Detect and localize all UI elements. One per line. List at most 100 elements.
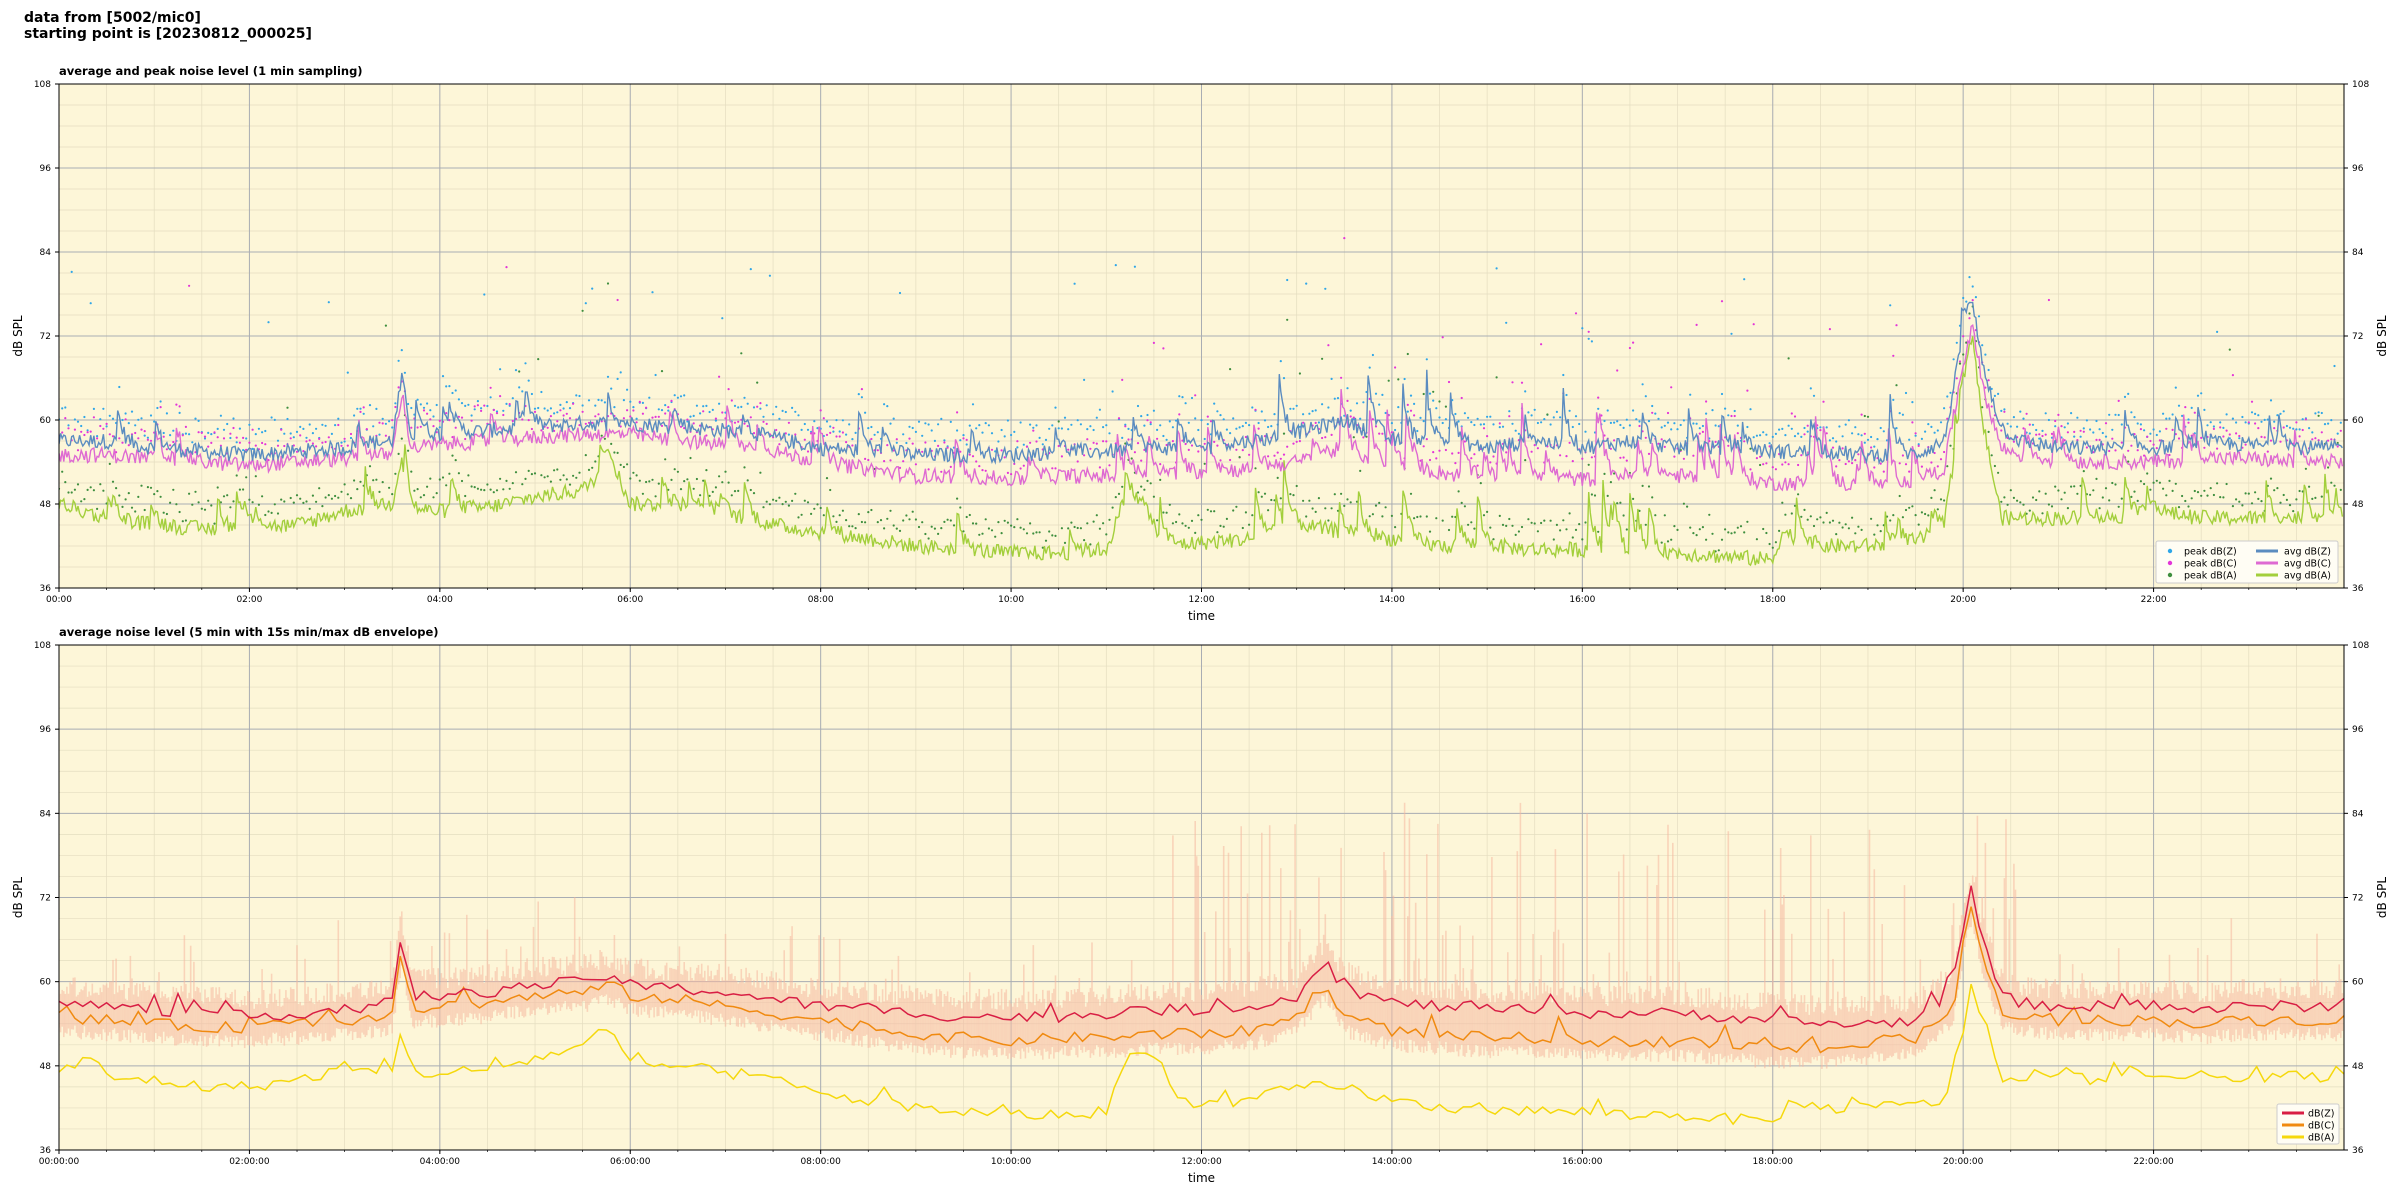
peak-point <box>2152 481 2155 484</box>
peak-point <box>1765 462 1768 465</box>
peak-point <box>2047 298 2050 302</box>
peak-point <box>1206 423 1209 426</box>
peak-point <box>330 497 333 500</box>
peak-point <box>1666 411 1670 415</box>
peak-point <box>438 478 441 481</box>
peak-point <box>508 404 511 407</box>
peak-point <box>375 478 378 481</box>
peak-point <box>83 415 86 419</box>
peak-point <box>108 462 111 465</box>
peak-point <box>1282 432 1286 435</box>
peak-point <box>1692 422 1695 425</box>
peak-point <box>1559 416 1562 419</box>
peak-point <box>1778 529 1781 533</box>
peak-point <box>416 398 419 401</box>
peak-point <box>676 470 680 473</box>
y-tick-label: 36 <box>40 1146 52 1156</box>
peak-point <box>683 427 686 430</box>
peak-point <box>1032 429 1035 432</box>
peak-point <box>1946 465 1949 468</box>
peak-point <box>1727 444 1730 447</box>
x-tick-label: 14:00:00 <box>1372 1157 1413 1167</box>
peak-point <box>902 433 905 436</box>
peak-point <box>353 479 356 482</box>
peak-point <box>419 403 422 406</box>
peak-point <box>2155 433 2158 437</box>
peak-point <box>2260 435 2263 438</box>
peak-point <box>372 479 375 482</box>
peak-point <box>153 493 156 496</box>
peak-point <box>1530 450 1533 453</box>
peak-point <box>1140 485 1143 488</box>
peak-point <box>2330 419 2333 422</box>
peak-point <box>286 406 289 409</box>
peak-point <box>2231 417 2234 420</box>
peak-point <box>870 437 873 441</box>
peak-point <box>1863 432 1866 435</box>
peak-point <box>476 400 479 403</box>
peak-point <box>791 406 794 409</box>
peak-point <box>1673 422 1676 425</box>
peak-point <box>2339 421 2342 424</box>
peak-point <box>476 404 479 407</box>
peak-point <box>924 422 927 425</box>
peak-point <box>1286 445 1289 448</box>
peak-point <box>533 472 537 475</box>
peak-point <box>1209 420 1213 423</box>
peak-point <box>984 518 987 521</box>
peak-point <box>1625 528 1628 531</box>
peak-point <box>1825 432 1828 435</box>
peak-point <box>505 479 508 482</box>
peak-point <box>1597 396 1600 399</box>
peak-point <box>89 486 92 489</box>
peak-point <box>759 471 762 474</box>
peak-point <box>1720 300 1724 303</box>
peak-point <box>905 514 908 517</box>
peak-point <box>1359 417 1362 420</box>
peak-point <box>207 445 210 448</box>
peak-point <box>1416 515 1419 519</box>
peak-point <box>1235 505 1238 508</box>
peak-point <box>2133 490 2136 493</box>
peak-point <box>816 503 819 506</box>
peak-point <box>670 478 673 481</box>
peak-point <box>819 409 822 412</box>
peak-point <box>321 441 324 444</box>
peak-point <box>524 477 527 480</box>
peak-point <box>1793 435 1797 438</box>
peak-point <box>511 482 514 485</box>
peak-point <box>1171 440 1174 443</box>
peak-point <box>578 424 581 427</box>
peak-point <box>1111 390 1114 393</box>
peak-point <box>1054 467 1057 470</box>
peak-point <box>1743 440 1746 443</box>
peak-point <box>1857 525 1860 528</box>
peak-point <box>2092 489 2095 492</box>
peak-point <box>254 475 257 478</box>
peak-point <box>1920 437 1923 440</box>
y-axis-label-right: dB SPL <box>2375 315 2389 357</box>
peak-point <box>1305 515 1308 518</box>
peak-point <box>1317 497 1320 500</box>
chart-title: average and peak noise level (1 min samp… <box>59 64 363 78</box>
peak-point <box>1063 541 1067 545</box>
peak-point <box>1349 415 1352 418</box>
peak-point <box>864 411 867 414</box>
peak-point <box>956 429 959 432</box>
peak-point <box>594 415 597 418</box>
peak-point <box>1108 464 1111 467</box>
peak-point <box>968 453 971 456</box>
peak-point <box>635 417 638 420</box>
peak-point <box>1933 431 1936 434</box>
peak-point <box>378 490 381 493</box>
peak-point <box>1010 433 1013 437</box>
peak-point <box>1717 425 1720 428</box>
peak-point <box>1682 419 1685 422</box>
peak-point <box>1517 530 1520 533</box>
peak-point <box>410 426 413 429</box>
peak-point <box>864 521 867 524</box>
peak-point <box>337 496 340 499</box>
peak-point <box>251 501 254 504</box>
series-line-db-z- <box>59 885 2344 1028</box>
